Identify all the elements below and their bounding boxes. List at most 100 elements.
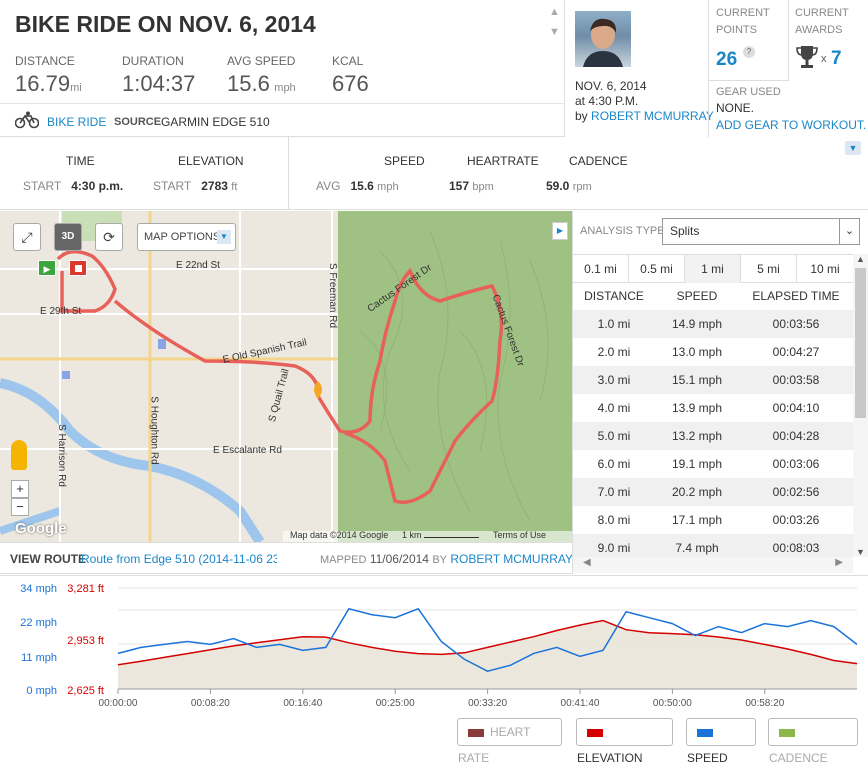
- pegman-icon[interactable]: [11, 440, 27, 470]
- stat-label: DURATION: [122, 54, 184, 68]
- table-row: 6.0 mi 19.1 mph 00:03:06: [573, 450, 853, 478]
- add-gear-link[interactable]: ADD GEAR TO WORKOUT.: [716, 118, 867, 132]
- zoom-in-button[interactable]: +: [11, 480, 29, 498]
- table-cell: 00:03:06: [772, 457, 820, 471]
- splits-scrollbar[interactable]: ▲ ▼: [853, 254, 868, 557]
- table-row: 7.0 mi 20.2 mph 00:02:56: [573, 478, 853, 506]
- legend-cadence[interactable]: CADENCE: [768, 718, 858, 765]
- table-cell: 4.0 mi: [597, 401, 631, 415]
- splits-header: DISTANCE SPEED ELAPSED TIME: [573, 283, 853, 311]
- scroll-left-arrow: ◀: [583, 557, 591, 568]
- speed-avg: AVG 15.6 mph: [316, 179, 399, 193]
- points-help-icon[interactable]: ?: [743, 46, 755, 58]
- time-start: START 4:30 p.m.: [23, 179, 123, 193]
- scroll-down-icon[interactable]: ▼: [549, 26, 560, 38]
- google-logo: Google: [15, 520, 67, 537]
- analysis-type-value: Splits: [670, 224, 700, 238]
- legend-speed[interactable]: SPEED: [686, 718, 756, 765]
- legend-label: ELEVATION: [577, 751, 643, 765]
- mapped-user-link[interactable]: ROBERT MCMURRAY: [450, 552, 574, 566]
- mapped-date: 11/06/2014: [369, 552, 429, 566]
- cadence-header: CADENCE: [569, 154, 628, 168]
- tab-5-mi[interactable]: 5 mi: [741, 255, 797, 283]
- bike-icon: [14, 111, 40, 134]
- awards-x: x: [821, 53, 827, 65]
- hr-unit: bpm: [472, 181, 494, 193]
- scroll-up-icon[interactable]: ▲: [549, 6, 560, 18]
- elevation-tick-label: 3,281 ft: [67, 583, 104, 595]
- terms-link[interactable]: Terms of Use: [493, 530, 547, 540]
- route-map[interactable]: [0, 211, 572, 542]
- chart-area: [0, 575, 868, 768]
- awards-label: CURRENT AWARDS: [795, 5, 849, 39]
- activity-divider: [0, 103, 565, 104]
- cadence-unit: rpm: [572, 181, 592, 193]
- x-tick-label: 00:16:40: [283, 698, 322, 709]
- header-distance: DISTANCE: [584, 289, 644, 303]
- table-cell: 00:03:58: [772, 373, 820, 387]
- analysis-panel: [572, 211, 868, 574]
- expand-map-icon[interactable]: ▶: [552, 222, 568, 240]
- stat-avg-speed: AVG SPEED 15.6 mph: [227, 54, 296, 97]
- splits-hscroll[interactable]: ◀ ▶: [573, 557, 853, 573]
- table-cell: 00:04:10: [772, 401, 820, 415]
- stat-label: AVG SPEED: [227, 54, 296, 68]
- table-row: 3.0 mi 15.1 mph 00:03:58: [573, 366, 853, 394]
- table-cell: 13.9 mph: [671, 401, 723, 415]
- table-cell: 00:08:03: [772, 541, 820, 555]
- tab-10-mi[interactable]: 10 mi: [810, 262, 840, 276]
- x-tick-label: 00:00:00: [99, 698, 138, 709]
- cadence-avg: 59.0 rpm: [546, 179, 592, 193]
- map-canvas[interactable]: [0, 211, 572, 542]
- details-toggle-icon[interactable]: ▼: [845, 141, 861, 155]
- analysis-type-select[interactable]: Splits ⌄: [662, 218, 860, 245]
- start-time-value: 4:30 p.m.: [71, 179, 124, 193]
- table-row: 5.0 mi 13.2 mph 00:04:28: [573, 422, 853, 450]
- street-label: S Houghton Rd: [148, 396, 160, 465]
- peak-marker: [314, 381, 322, 399]
- street-label: E 22nd St: [176, 260, 220, 271]
- avatar[interactable]: [575, 11, 631, 67]
- tab-1-mi[interactable]: 1 mi: [685, 255, 741, 283]
- x-tick-label: 00:58:20: [745, 698, 784, 709]
- route-link[interactable]: Route from Edge 510 (2014-11-06 23:3: [81, 552, 277, 566]
- table-cell: 8.0 mi: [597, 513, 631, 527]
- avg-cadence-value: 59.0: [546, 179, 570, 193]
- table-cell: 19.1 mph: [671, 457, 723, 471]
- chevron-down-icon: ▼: [217, 230, 231, 244]
- owner-link[interactable]: ROBERT MCMURRAY: [591, 109, 714, 123]
- map-options-button[interactable]: MAP OPTIONS ▼: [137, 223, 236, 251]
- speed-elevation-chart[interactable]: 34 mph 22 mph 11 mph 0 mph 3,281 ft 2,953 ft 2…: [0, 580, 868, 715]
- page-title: BIKE RIDE ON NOV. 6, 2014: [15, 11, 316, 37]
- elevation-line: [117, 619, 858, 666]
- points-value: 26: [716, 49, 738, 70]
- table-cell: 3.0 mi: [597, 373, 631, 387]
- legend-elevation[interactable]: ELEVATION: [576, 718, 673, 765]
- activity-type-link[interactable]: BIKE RIDE: [47, 115, 107, 129]
- x-tick-label: 00:33:20: [468, 698, 507, 709]
- fullscreen-button[interactable]: ⤢: [13, 223, 41, 251]
- start-marker-icon: ▶: [38, 260, 56, 276]
- table-cell: 13.2 mph: [671, 429, 723, 443]
- tab-0-5-mi[interactable]: 0.5 mi: [629, 255, 685, 283]
- speed-tick-label: 22 mph: [20, 617, 57, 629]
- table-row: 4.0 mi 13.9 mph 00:04:10: [573, 394, 853, 422]
- replay-button[interactable]: ⟳: [95, 223, 123, 251]
- awards-label-2: AWARDS: [795, 24, 843, 36]
- legend-label: HEART RATE: [458, 725, 531, 765]
- legend-heart-rate[interactable]: HEART RATE: [457, 718, 562, 765]
- table-cell: 5.0 mi: [597, 429, 631, 443]
- split-tabs: 0.1 mi 0.5 mi 1 mi 5 mi 10 mi: [573, 254, 853, 283]
- tab-0-1-mi[interactable]: 0.1 mi: [573, 255, 629, 283]
- x-tick-label: 00:41:40: [561, 698, 600, 709]
- table-cell: 00:03:56: [772, 317, 820, 331]
- 3d-button[interactable]: 3D: [54, 223, 82, 251]
- stat-value: 16.79: [15, 71, 71, 96]
- zoom-out-button[interactable]: −: [11, 498, 29, 516]
- points-label-2: POINTS: [716, 24, 757, 36]
- route-line: [56, 249, 504, 504]
- stat-value: 15.6: [227, 71, 270, 96]
- table-cell: 9.0 mi: [597, 541, 631, 555]
- x-tick-label: 00:08:20: [191, 698, 230, 709]
- time-header: TIME: [66, 154, 95, 168]
